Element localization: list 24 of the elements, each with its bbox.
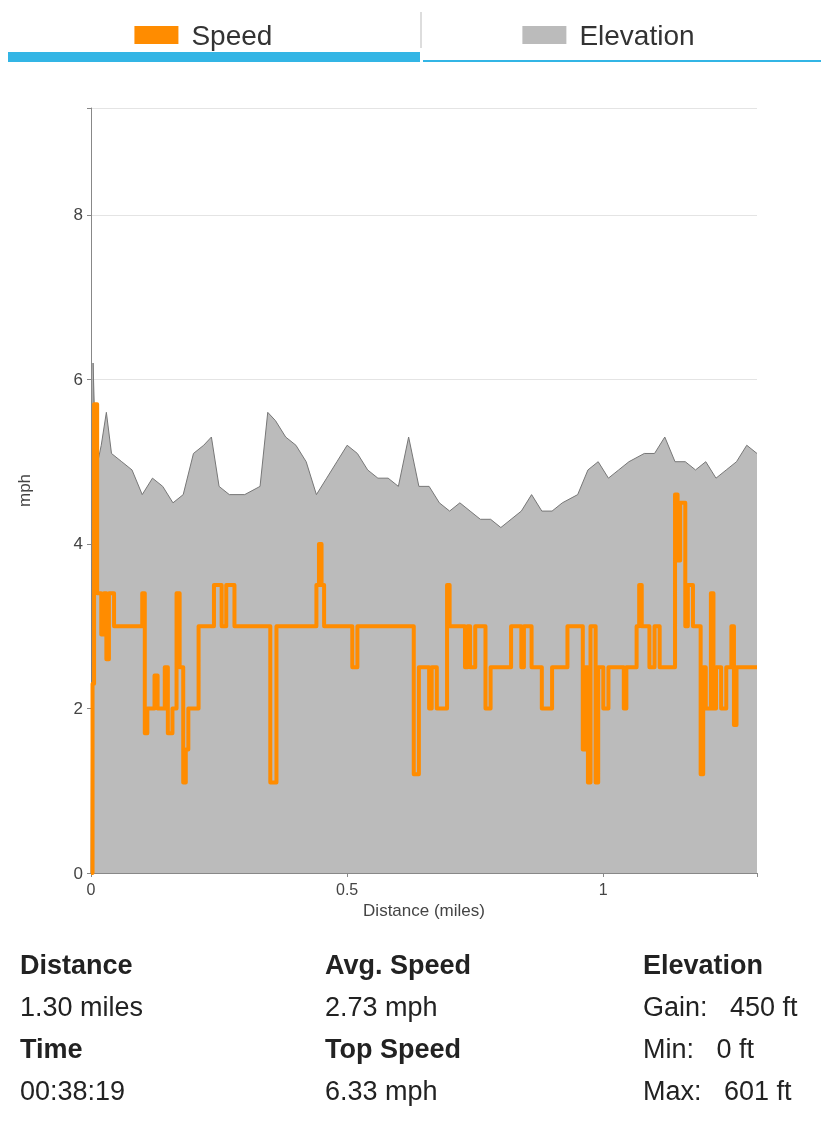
text: Distance bbox=[20, 949, 134, 982]
text: Time bbox=[20, 1033, 84, 1066]
y-tick-label: 0 bbox=[73, 863, 83, 883]
text: 6.33 mph bbox=[325, 1075, 439, 1108]
text: Elevation bbox=[643, 949, 765, 982]
x-tick-label: 1 bbox=[598, 880, 608, 898]
text: 2.73 mph bbox=[325, 991, 439, 1024]
text: Min: 0 ft bbox=[643, 1033, 756, 1066]
x-axis-title: Distance (miles) bbox=[363, 900, 485, 920]
x-tick-label: 0 bbox=[86, 880, 96, 898]
x-tick-label: 0.5 bbox=[336, 880, 359, 898]
text: 1.30 miles bbox=[20, 991, 144, 1024]
text: Avg. Speed bbox=[325, 949, 472, 982]
text: Gain: 450 ft bbox=[643, 991, 798, 1024]
legend-label: Elevation bbox=[579, 19, 695, 51]
y-tick-label: 4 bbox=[73, 534, 83, 554]
legend-label: Speed bbox=[191, 19, 273, 51]
y-tick-label: 6 bbox=[73, 369, 83, 389]
y-tick-label: 2 bbox=[73, 698, 83, 718]
text: Max: 601 ft bbox=[643, 1075, 793, 1108]
y-axis-title: mph bbox=[15, 473, 34, 508]
y-tick-label: 8 bbox=[73, 205, 83, 225]
text: Top Speed bbox=[325, 1033, 462, 1066]
text: 00:38:19 bbox=[20, 1075, 127, 1108]
